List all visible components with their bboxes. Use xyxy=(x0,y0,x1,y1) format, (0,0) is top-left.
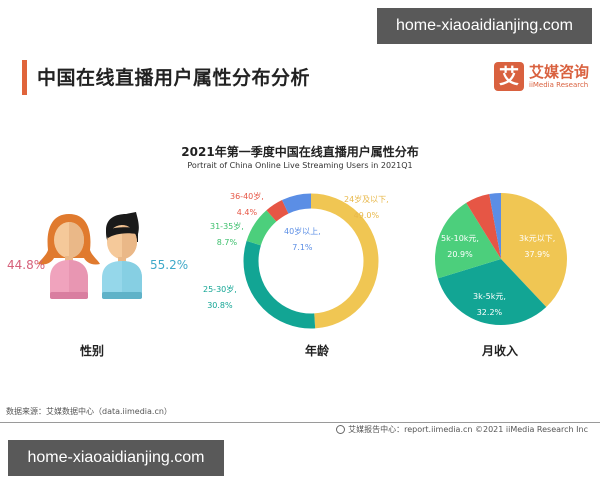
age-slice-name: 24岁及以下, xyxy=(344,195,389,204)
income-slice-name: 5k-10k元, xyxy=(441,234,479,243)
income-slice-name: 3k元以下, xyxy=(519,234,556,243)
chart-title: 2021年第一季度中国在线直播用户属性分布 xyxy=(181,145,419,159)
page-title: 中国在线直播用户属性分布分析 xyxy=(37,67,311,89)
age-slice-value: 7.1% xyxy=(292,243,313,252)
age-label-4: 40岁以上, 7.1% xyxy=(284,225,321,254)
income-label: 月收入 xyxy=(481,344,518,358)
age-slice-value: 30.8% xyxy=(207,301,233,310)
income-pie-chart xyxy=(435,193,567,325)
watermark-bottom: home-xiaoaidianjing.com xyxy=(8,440,224,476)
footer-divider xyxy=(0,422,600,423)
report-center-icon xyxy=(336,425,346,434)
income-label-1: 3k-5k元, 32.2% xyxy=(473,290,506,319)
brand-name-en: iiMedia Research xyxy=(529,80,589,89)
age-slice-name: 40岁以上, xyxy=(284,227,321,236)
watermark-top: home-xiaoaidianjing.com xyxy=(377,8,592,44)
female-percent: 44.8% xyxy=(7,258,46,272)
male-figure-icon xyxy=(102,212,142,299)
age-slice-value: 8.7% xyxy=(216,238,238,247)
income-slice-name: 3k-5k元, xyxy=(473,292,506,301)
age-slice-name: 36-40岁, xyxy=(230,192,264,201)
age-label-2: 31-35岁, 8.7% xyxy=(210,220,244,249)
gender-label: 性别 xyxy=(79,344,104,358)
brand-name-cn: 艾媒咨询 xyxy=(529,62,590,81)
chart-subtitle: Portrait of China Online Live Streaming … xyxy=(187,161,413,170)
income-label-0: 3k元以下, 37.9% xyxy=(519,232,555,261)
title-accent-bar xyxy=(22,60,27,95)
age-donut-chart xyxy=(243,193,379,329)
income-label-2: 5k-10k元, 20.9% xyxy=(441,232,479,261)
age-slice-name: 25-30岁, xyxy=(203,285,237,294)
female-figure-icon xyxy=(38,214,100,299)
age-label-3: 36-40岁, 4.4% xyxy=(230,190,264,219)
age-label-0: 24岁及以下, 49.0% xyxy=(344,193,389,222)
male-percent: 55.2% xyxy=(150,258,189,272)
age-slice-value: 49.0% xyxy=(353,211,380,220)
footer-credit-text: 艾媒报告中心：report.iimedia.cn ©2021 iiMedia R… xyxy=(348,425,588,434)
age-label: 年龄 xyxy=(304,344,329,358)
footer-credit: 艾媒报告中心：report.iimedia.cn ©2021 iiMedia R… xyxy=(336,424,588,435)
data-source: 数据来源：艾媒数据中心（data.iimedia.cn） xyxy=(6,407,172,416)
age-slice-value: 4.4% xyxy=(236,208,258,217)
brand-logo: 艾 艾媒咨询 iiMedia Research xyxy=(494,62,589,91)
age-slice-name: 31-35岁, xyxy=(210,222,244,231)
income-slice-value: 37.9% xyxy=(524,250,550,259)
age-label-1: 25-30岁, 30.8% xyxy=(203,283,237,312)
income-slice-value: 32.2% xyxy=(476,308,503,317)
brand-mark-icon: 艾 xyxy=(494,62,524,91)
income-slice-value: 20.9% xyxy=(447,250,473,259)
